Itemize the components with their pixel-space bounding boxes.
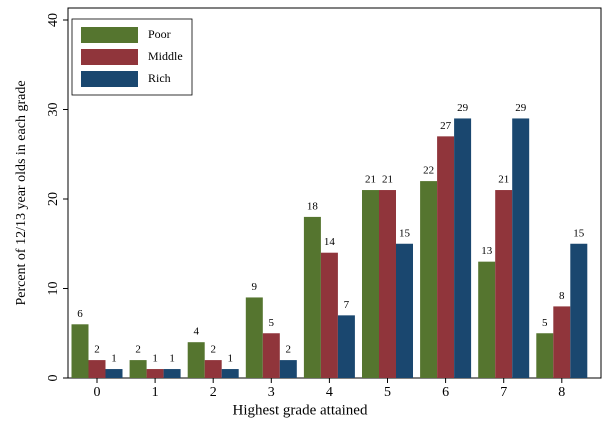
- value-label: 13: [481, 245, 493, 257]
- bar: [146, 369, 164, 378]
- bar: [163, 369, 181, 378]
- x-axis-title: Highest grade attained: [233, 402, 368, 418]
- bar: [420, 181, 438, 378]
- y-tick-label: 40: [46, 13, 61, 27]
- bar: [88, 360, 106, 378]
- legend-swatch: [81, 49, 138, 65]
- value-label: 21: [382, 174, 393, 186]
- bar: [71, 324, 89, 378]
- value-label: 18: [307, 200, 319, 212]
- legend-label: Poor: [148, 27, 171, 41]
- x-tick-label: 7: [500, 385, 507, 400]
- value-label: 22: [423, 165, 434, 177]
- y-tick-label: 20: [46, 192, 61, 206]
- legend-swatch: [81, 27, 138, 43]
- bar: [536, 333, 554, 378]
- value-label: 2: [286, 344, 292, 356]
- value-label: 29: [457, 102, 469, 114]
- bar: [437, 136, 455, 378]
- value-label: 4: [193, 326, 199, 338]
- value-label: 15: [573, 227, 585, 239]
- y-tick-label: 10: [46, 282, 61, 296]
- value-label: 15: [399, 227, 411, 239]
- value-label: 1: [227, 353, 233, 365]
- bar: [245, 297, 263, 378]
- bar: [204, 360, 222, 378]
- value-label: 14: [324, 236, 336, 248]
- value-label: 1: [169, 353, 175, 365]
- y-tick-label: 0: [46, 375, 61, 382]
- bar: [478, 261, 496, 378]
- bar: [279, 360, 297, 378]
- value-label: 29: [515, 102, 527, 114]
- value-label: 1: [152, 353, 158, 365]
- x-tick-label: 8: [558, 385, 565, 400]
- x-tick-label: 1: [152, 385, 159, 400]
- x-tick-label: 4: [326, 385, 333, 400]
- bar: [553, 306, 571, 378]
- value-label: 1: [111, 353, 117, 365]
- bar: [396, 243, 413, 378]
- value-label: 5: [542, 317, 548, 329]
- value-label: 2: [210, 344, 216, 356]
- bar: [262, 333, 280, 378]
- bar: [337, 315, 355, 378]
- value-label: 7: [344, 299, 350, 311]
- y-axis-title: Percent of 12/13 year olds in each grade: [14, 80, 29, 305]
- x-tick-label: 6: [442, 385, 449, 400]
- bar: [512, 118, 530, 378]
- bar: [362, 190, 379, 378]
- bar: [129, 360, 147, 378]
- bar: [303, 216, 321, 378]
- value-label: 27: [440, 120, 452, 132]
- value-label: 21: [365, 174, 376, 186]
- bar: [320, 252, 338, 378]
- value-label: 8: [559, 290, 565, 302]
- value-label: 6: [77, 308, 83, 320]
- x-tick-label: 5: [384, 385, 391, 400]
- bar: [105, 369, 123, 378]
- x-tick-label: 2: [210, 385, 217, 400]
- value-label: 21: [498, 174, 509, 186]
- value-label: 5: [269, 317, 275, 329]
- value-label: 2: [94, 344, 100, 356]
- y-tick-label: 30: [46, 103, 61, 117]
- legend-label: Rich: [148, 71, 171, 85]
- bar: [379, 190, 396, 378]
- bar: [187, 342, 205, 378]
- legend-label: Middle: [148, 49, 183, 63]
- x-tick-label: 3: [268, 385, 275, 400]
- bar: [221, 369, 239, 378]
- x-tick-label: 0: [94, 385, 101, 400]
- value-label: 9: [252, 281, 258, 293]
- value-label: 2: [135, 344, 141, 356]
- bar: [495, 190, 513, 378]
- bar: [454, 118, 472, 378]
- bar: [570, 243, 588, 378]
- legend-swatch: [81, 71, 138, 87]
